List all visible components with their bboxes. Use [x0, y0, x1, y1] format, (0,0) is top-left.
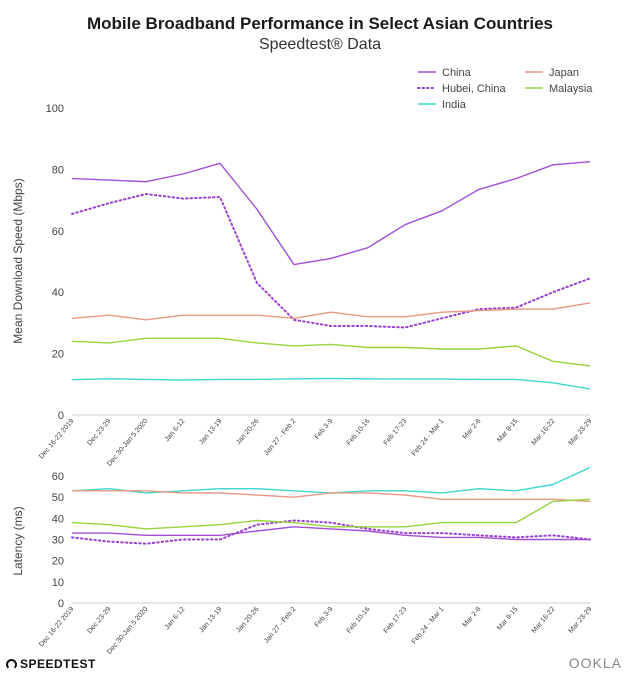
x-tick-label: Dec 16-22 2019 [38, 606, 75, 649]
y-tick-label: 0 [58, 598, 64, 610]
chart-title: Mobile Broadband Performance in Select A… [86, 14, 554, 33]
x-tick-label: Jan 13-19 [198, 418, 223, 446]
series-line-malaysia [71, 498, 591, 530]
x-tick-label: Feb 24 - Mar 1 [411, 606, 446, 646]
y-tick-label: 100 [46, 103, 64, 115]
series-line-japan [72, 490, 591, 503]
y-tick-label: 40 [52, 287, 64, 299]
x-tick-label: Jan 20-26 [235, 418, 260, 446]
legend: China Hubei, China India Japan Malaysia [417, 67, 593, 111]
x-tick-label: Feb 3-9 [314, 606, 335, 629]
legend-item: India [418, 99, 467, 111]
legend-label: Japan [549, 67, 579, 79]
x-tick-label: Dec 30-Jan 5 2020 [106, 606, 149, 656]
legend-item: China [418, 67, 472, 79]
y-tick-label: 10 [52, 577, 64, 589]
speedtest-logo: SPEEDTEST [6, 657, 96, 671]
y-tick-label: 30 [52, 535, 64, 547]
series-line-china [71, 161, 591, 266]
x-tick-label: Mar 9-15 [496, 418, 519, 444]
speedtest-wordmark: SPEEDTEST [20, 657, 96, 671]
legend-label: India [442, 99, 467, 111]
x-tick-label: Mar 23-29 [568, 418, 594, 447]
legend-label: Hubei, China [442, 83, 506, 95]
legend-item: Malaysia [525, 83, 593, 95]
legend-item: Hubei, China [417, 83, 506, 95]
y-tick-label: 50 [52, 492, 64, 504]
y-tick-label: 0 [58, 410, 64, 422]
x-tick-label: Feb 3-9 [314, 418, 335, 441]
x-tick-label: Mar 9-15 [496, 606, 519, 632]
y-axis-title: Latency (ms) [11, 506, 25, 575]
latency-plot: 0 10 20 30 40 50 60 Latency (ms) Dec 16-22 2019 D… [11, 466, 594, 656]
y-tick-label: 60 [52, 471, 64, 483]
x-tick-label: Mar 16-22 [531, 606, 557, 635]
y-tick-label: 60 [52, 226, 64, 238]
x-tick-label: Feb 17-23 [383, 418, 409, 447]
x-tick-label: Feb 17-23 [383, 606, 409, 635]
series-line-india [71, 466, 591, 494]
y-axis-title: Mean Download Speed (Mbps) [11, 178, 25, 343]
x-tick-label: Dec 16-22 2019 [38, 418, 75, 461]
x-tick-label: Jan 20-26 [235, 606, 260, 634]
series-line-japan [71, 302, 591, 321]
x-tick-label: Dec 30-Jan 5 2020 [106, 418, 149, 468]
x-tick-label: Mar 2-8 [462, 606, 483, 629]
x-tick-label: Feb 10-16 [346, 418, 372, 447]
x-tick-label: Jan 6-12 [164, 418, 187, 443]
series-line-malaysia [71, 337, 591, 367]
series-line-hubei-china [71, 519, 591, 545]
ookla-logo: OOKLA [568, 655, 622, 671]
x-tick-label: Dec 23-29 [86, 418, 112, 447]
y-tick-label: 20 [52, 556, 64, 568]
legend-label: China [442, 67, 472, 79]
y-tick-label: 20 [52, 349, 64, 361]
x-tick-label: Jan 27 - Feb 2 [263, 606, 297, 645]
series-line-hubei-china [71, 193, 591, 329]
x-tick-label: Jan 6-12 [164, 606, 187, 631]
x-tick-label: Mar 2-8 [462, 418, 483, 441]
x-tick-label: Feb 10-16 [346, 606, 372, 635]
x-tick-label: Mar 23-29 [568, 606, 594, 635]
x-tick-label: Jan 27 - Feb 2 [263, 418, 297, 457]
series-line-india [71, 377, 591, 390]
legend-item: Japan [525, 67, 579, 79]
y-tick-label: 80 [52, 164, 64, 176]
series-line-china [72, 526, 590, 541]
chart-subtitle: Speedtest® Data [258, 36, 382, 53]
speedtest-gauge-icon [6, 659, 17, 670]
x-tick-label: Mar 16-22 [531, 418, 557, 447]
x-tick-label: Dec 23-29 [86, 606, 112, 635]
legend-label: Malaysia [549, 83, 593, 95]
y-tick-label: 40 [52, 513, 64, 525]
x-tick-label: Jan 13-19 [198, 606, 223, 634]
download-speed-plot: 0 20 40 60 80 100 Mean Download Speed (Mbps) De… [11, 103, 594, 468]
x-tick-label: Feb 24 - Mar 1 [411, 418, 446, 458]
